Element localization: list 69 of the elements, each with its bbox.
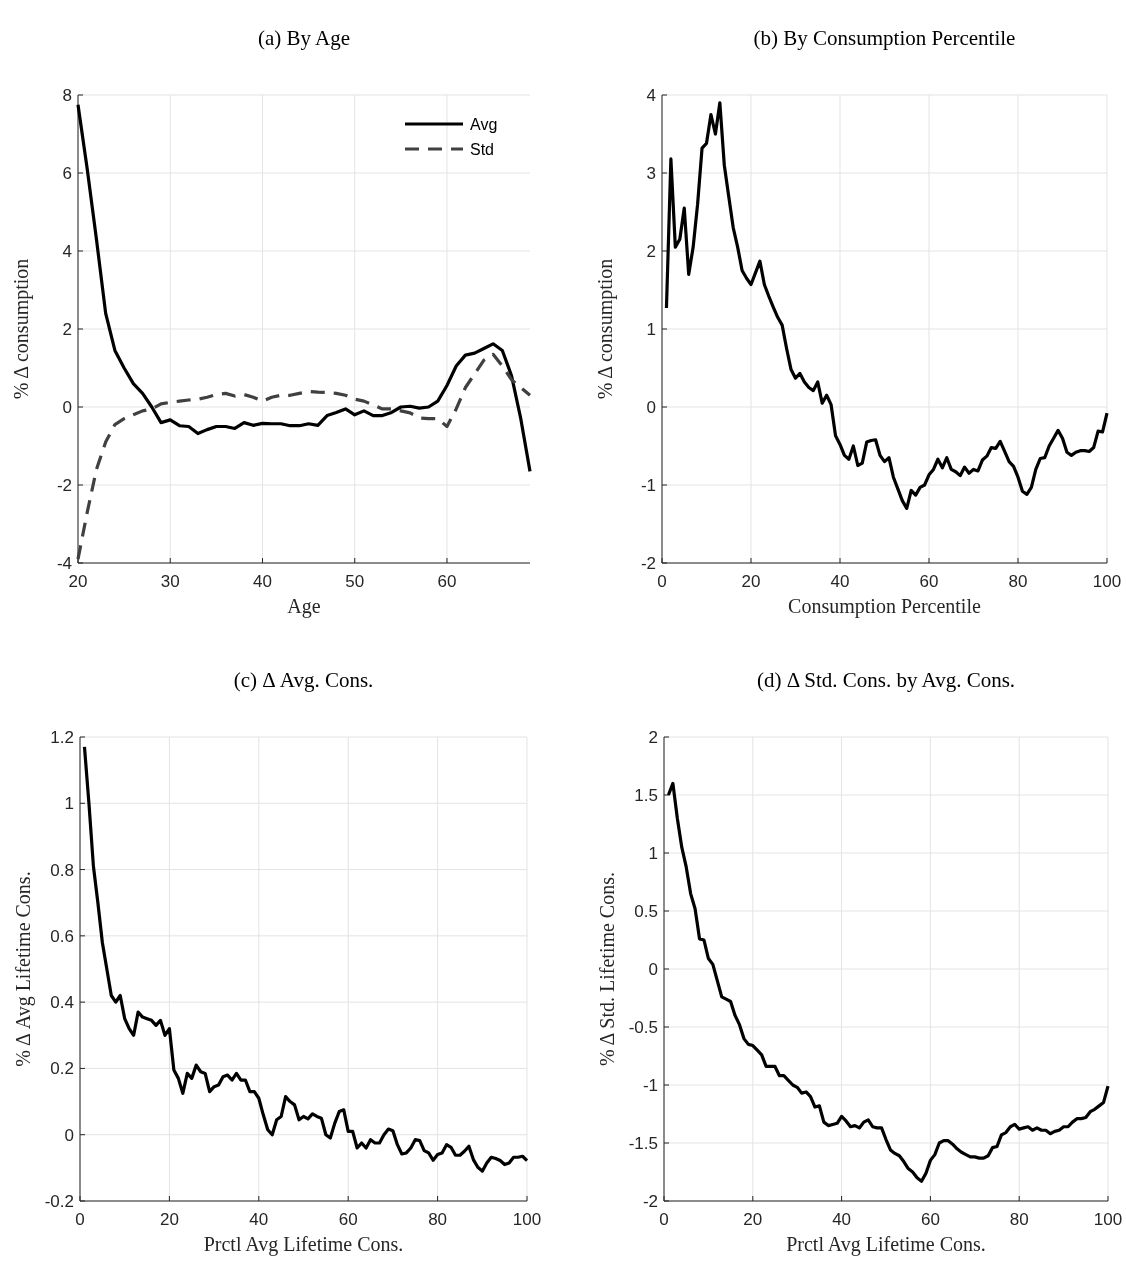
chart-title: (d) Δ Std. Cons. by Avg. Cons. xyxy=(756,668,1016,692)
chart-title: (a) By Age xyxy=(257,26,351,50)
x-tick-label: 40 xyxy=(832,1210,852,1229)
y-tick-label: -2 xyxy=(56,476,72,495)
y-tick-label: 1 xyxy=(646,320,656,339)
x-axis-title: Age xyxy=(287,595,321,618)
line-series xyxy=(76,103,532,473)
line-series xyxy=(666,781,1110,1183)
y-tick-label: 0.6 xyxy=(50,926,74,946)
x-tick-label: 20 xyxy=(68,572,88,591)
y-tick-label: 0 xyxy=(648,960,658,979)
y-tick-label: 1 xyxy=(64,794,74,814)
x-tick-label: 80 xyxy=(428,1210,448,1229)
y-tick-label: 8 xyxy=(62,86,72,105)
y-tick-label: 0.8 xyxy=(50,860,74,880)
x-tick-label: 30 xyxy=(160,572,180,591)
y-tick-label: 0 xyxy=(62,398,72,417)
x-tick-label: 60 xyxy=(920,1210,940,1229)
y-tick-label: 6 xyxy=(62,164,72,183)
x-axis-title: Prctl Avg Lifetime Cons. xyxy=(786,1233,986,1256)
x-tick-label: 20 xyxy=(741,572,761,591)
x-tick-label: 40 xyxy=(830,572,850,591)
y-tick-label: 0.4 xyxy=(50,993,74,1013)
y-tick-label: 1 xyxy=(648,844,658,863)
x-tick-label: 60 xyxy=(437,572,457,591)
x-tick-label: 50 xyxy=(345,572,365,591)
x-tick-label: 80 xyxy=(1009,1210,1029,1229)
legend-label: Std xyxy=(470,141,495,158)
chart-title: (b) By Consumption Percentile xyxy=(753,26,1016,50)
x-tick-label: 80 xyxy=(1008,572,1028,591)
x-tick-label: 40 xyxy=(253,572,272,591)
y-tick-label: 0 xyxy=(646,398,656,417)
y-tick-label: -4 xyxy=(56,554,72,573)
y-tick-label: 2 xyxy=(62,320,72,339)
y-tick-label: 2 xyxy=(646,242,656,261)
line-series xyxy=(664,101,1109,510)
x-tick-label: 100 xyxy=(1093,1210,1123,1229)
y-tick-label: -0.5 xyxy=(628,1018,658,1037)
y-tick-label: 1.2 xyxy=(50,728,74,747)
y-tick-label: -1.5 xyxy=(628,1134,658,1153)
y-axis-title: % Δ Avg Lifetime Cons. xyxy=(12,871,35,1067)
x-axis-title: Prctl Avg Lifetime Cons. xyxy=(203,1233,404,1256)
x-tick-label: 40 xyxy=(249,1210,269,1229)
y-axis-title: % Δ consumption xyxy=(10,258,33,400)
y-axis-title: % Δ consumption xyxy=(594,258,617,400)
x-tick-label: 20 xyxy=(743,1210,763,1229)
y-axis-title: % Δ Std. Lifetime Cons. xyxy=(596,872,618,1066)
x-tick-label: 100 xyxy=(1092,572,1122,591)
y-tick-label: 0.5 xyxy=(634,902,658,921)
y-tick-label: -0.2 xyxy=(44,1192,74,1211)
x-tick-label: 100 xyxy=(512,1210,542,1229)
line-series xyxy=(82,745,529,1173)
chart-title: (c) Δ Avg. Cons. xyxy=(233,668,374,692)
y-tick-label: 4 xyxy=(646,86,656,105)
x-tick-label: 60 xyxy=(919,572,939,591)
y-tick-label: -2 xyxy=(642,1192,658,1211)
x-tick-label: 60 xyxy=(338,1210,358,1229)
y-tick-label: -1 xyxy=(642,1076,658,1095)
y-tick-label: 0 xyxy=(64,1125,74,1145)
y-tick-label: 4 xyxy=(62,242,72,261)
x-axis-title: Consumption Percentile xyxy=(788,595,981,618)
y-tick-label: 2 xyxy=(648,728,658,747)
y-tick-label: 0.2 xyxy=(50,1059,74,1079)
x-tick-label: 20 xyxy=(159,1210,179,1229)
y-tick-label: -1 xyxy=(640,476,656,495)
y-tick-label: -2 xyxy=(640,554,656,573)
legend-label: Avg xyxy=(470,116,498,133)
y-tick-label: 3 xyxy=(646,164,656,183)
y-tick-label: 1.5 xyxy=(634,786,658,805)
